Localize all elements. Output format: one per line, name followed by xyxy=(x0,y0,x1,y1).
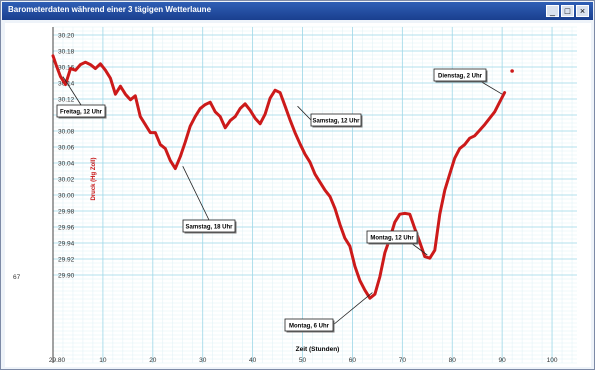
annotation-label: Dienstag, 2 Uhr xyxy=(438,73,483,79)
annotation-box xyxy=(56,104,106,118)
x-tick-label: 10 xyxy=(99,357,107,364)
y-tick-label: 29.98 xyxy=(58,209,75,216)
x-tick-label: 29.80 xyxy=(49,357,66,364)
annotation-leader xyxy=(479,80,503,95)
y-axis-title: Druck (Hg Zoll) xyxy=(91,157,97,200)
chart-area: 30.2030.1830.1630.1430.1230.1030.0830.06… xyxy=(5,23,591,367)
y-tick-label: 30.06 xyxy=(58,145,75,152)
minimize-button[interactable]: _ xyxy=(546,5,559,17)
annotation-leader xyxy=(332,292,373,326)
y-tick-label: 30.12 xyxy=(58,97,75,104)
x-tick-label: 30 xyxy=(199,357,207,364)
window-title: Barometerdaten während einer 3 tägigen W… xyxy=(8,5,212,14)
annotation-box xyxy=(310,113,362,127)
annotation-label: Freitag, 12 Uhr xyxy=(60,109,103,115)
window-controls: _ □ × xyxy=(546,5,589,17)
y-tick-label: 29.90 xyxy=(58,273,75,280)
annotation-leader xyxy=(410,242,428,256)
x-tick-label: 70 xyxy=(399,357,407,364)
y-tick-label: 30.18 xyxy=(58,49,75,56)
annotation-leader xyxy=(297,105,312,121)
x-axis-title: Zeit (Stunden) xyxy=(296,346,340,353)
y-tick-label: 29.96 xyxy=(58,225,75,232)
x-tick-label: 90 xyxy=(499,357,507,364)
y-tick-label: 30.02 xyxy=(58,177,75,184)
x-tick-label: 40 xyxy=(249,357,257,364)
annotation-label: Montag, 12 Uhr xyxy=(370,235,414,241)
annotation-leader xyxy=(182,166,210,221)
annotation-box xyxy=(433,68,487,82)
x-tick-label: 100 xyxy=(547,357,558,364)
pressure-line xyxy=(51,54,507,300)
y-tick-label: 30.20 xyxy=(58,33,75,40)
close-button[interactable]: × xyxy=(576,5,589,17)
annotation-label: Montag, 6 Uhr xyxy=(289,323,330,329)
x-tick-label: 20 xyxy=(149,357,157,364)
annotation-label: Samstag, 18 Uhr xyxy=(185,224,233,230)
title-bar[interactable]: Barometerdaten während einer 3 tägigen W… xyxy=(2,2,593,20)
y-tick-label: 29.92 xyxy=(58,257,75,264)
x-tick-label: 50 xyxy=(299,357,307,364)
x-tick-label: 80 xyxy=(449,357,457,364)
data-point xyxy=(510,69,514,73)
annotation-label: Samstag, 12 Uhr xyxy=(312,118,360,124)
x-tick-label: 60 xyxy=(349,357,357,364)
y-tick-label: 30.00 xyxy=(58,193,75,200)
y-tick-label: 30.04 xyxy=(58,161,75,168)
annotation-box xyxy=(284,318,334,332)
annotation-box xyxy=(366,230,418,244)
maximize-button[interactable]: □ xyxy=(561,5,574,17)
barometer-chart: 30.2030.1830.1630.1430.1230.1030.0830.06… xyxy=(13,26,577,364)
corner-label: 67 xyxy=(13,274,21,281)
y-tick-label: 30.08 xyxy=(58,129,75,136)
y-tick-label: 30.16 xyxy=(58,65,75,72)
y-tick-label: 29.94 xyxy=(58,241,75,248)
annotation-leader xyxy=(62,76,82,106)
annotation-box xyxy=(182,219,236,233)
